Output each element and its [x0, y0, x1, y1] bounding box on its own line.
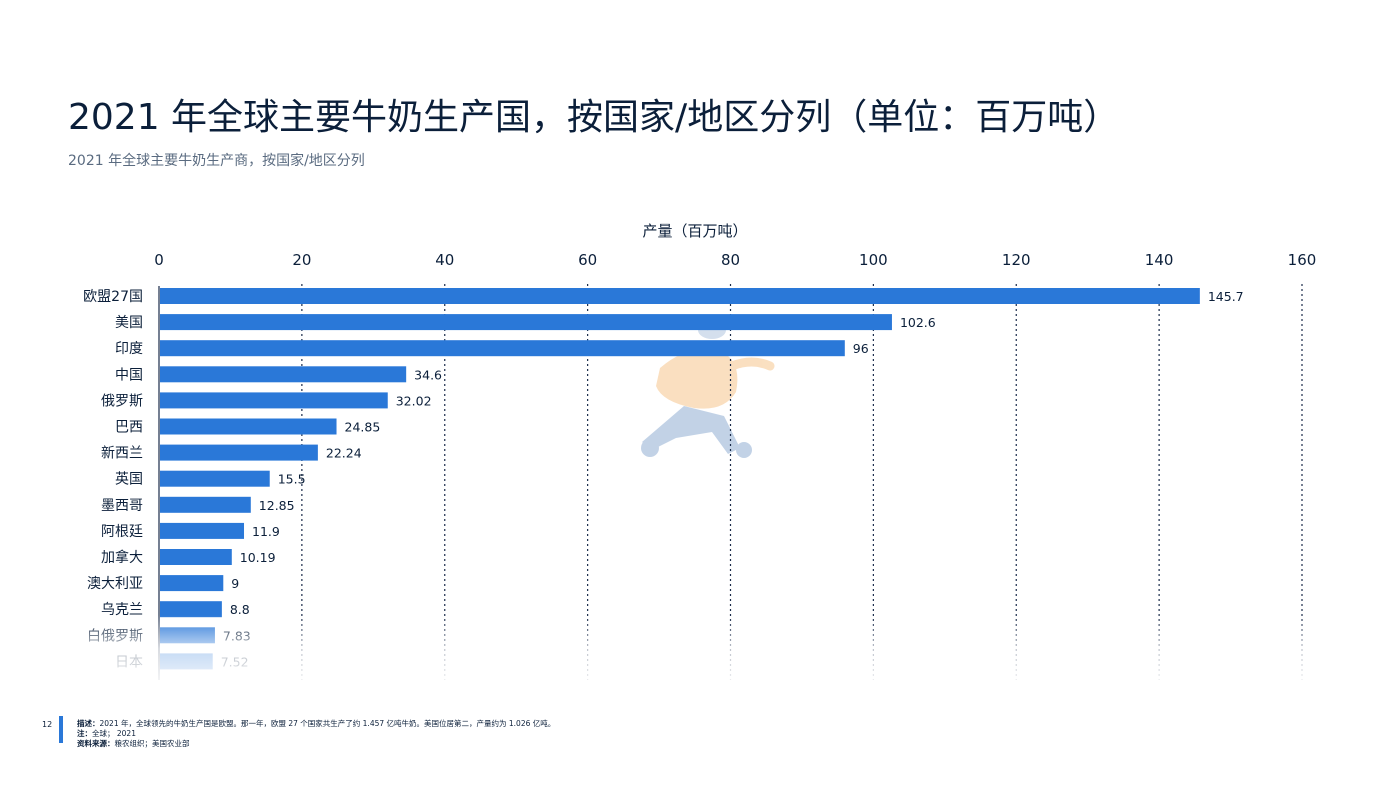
x-tick-label: 40: [435, 251, 454, 269]
footer-source: 资料来源：粮农组织；美国农业部: [77, 739, 555, 749]
bar: [160, 627, 215, 644]
category-label: 美国: [115, 315, 143, 331]
bar: [160, 496, 251, 513]
x-tick-label: 0: [154, 251, 164, 269]
bar-chart-svg: 0 20 40 60 80 100 120 140 160 欧盟27国美国印度中国俄罗斯巴西新西…: [83, 222, 1316, 680]
value-label: 22.24: [326, 446, 362, 461]
category-label: 澳大利亚: [87, 576, 143, 592]
bar: [160, 575, 224, 592]
category-label: 白俄罗斯: [87, 628, 143, 644]
bar: [160, 601, 222, 618]
category-label: 巴西: [115, 420, 143, 436]
value-label: 11.9: [252, 524, 280, 539]
value-label: 102.6: [900, 315, 936, 330]
description-text: 2021 年，全球领先的牛奶生产国是欧盟。那一年，欧盟 27 个国家共生产了约 …: [99, 719, 556, 728]
bar-chart: 0 20 40 60 80 100 120 140 160 欧盟27国美国印度中国俄罗斯巴西新西…: [0, 210, 1400, 690]
page-title: 2021 年全球主要牛奶生产国，按国家/地区分列（单位：百万吨）: [68, 97, 1120, 138]
x-tick-label: 100: [859, 251, 888, 269]
category-label: 英国: [115, 471, 143, 488]
bar: [160, 549, 232, 565]
description-label: 描述：: [77, 719, 100, 728]
value-label: 34.6: [414, 367, 442, 382]
value-labels: 145.7 102.6 96 34.6 32.02 24.85 22.24 15.5 12.85…: [221, 289, 1244, 669]
bar: [160, 366, 407, 383]
bar: [160, 340, 845, 357]
value-label: 8.8: [230, 602, 250, 617]
page-subtitle: 2021 年全球主要牛奶生产商，按国家/地区分列: [68, 153, 365, 169]
bar: [160, 418, 337, 435]
note-text: 全球； 2021: [92, 729, 136, 738]
page-number: 12: [42, 720, 53, 729]
value-label: 15.5: [278, 472, 306, 487]
x-tick-label: 20: [292, 251, 311, 269]
category-labels: 欧盟27国美国印度中国俄罗斯巴西新西兰英国墨西哥阿根廷加拿大澳大利亚乌克兰白俄罗…: [83, 289, 143, 670]
x-tick-label: 60: [578, 251, 597, 269]
source-text: 粮农组织；美国农业部: [114, 739, 190, 748]
note-label: 注：: [77, 729, 92, 738]
category-label: 欧盟27国: [83, 289, 143, 305]
value-label: 12.85: [259, 498, 295, 513]
x-tick-label: 120: [1002, 251, 1031, 269]
category-label: 俄罗斯: [101, 393, 143, 409]
bars: [160, 288, 1200, 670]
x-tick-labels: 0 20 40 60 80 100 120 140 160: [154, 251, 1316, 269]
value-label: 9: [231, 576, 239, 591]
category-label: 乌克兰: [101, 602, 143, 618]
value-label: 7.52: [221, 654, 249, 669]
category-label: 中国: [115, 367, 143, 383]
bar: [160, 522, 245, 539]
footer-accent-bar: [59, 716, 63, 743]
bar: [160, 314, 892, 331]
value-label: 24.85: [345, 420, 381, 435]
category-label: 新西兰: [101, 446, 143, 462]
source-label: 资料来源：: [77, 739, 115, 748]
value-label: 96: [853, 341, 869, 356]
value-label: 10.19: [240, 550, 276, 565]
category-label: 印度: [115, 341, 143, 357]
category-label: 日本: [115, 654, 143, 670]
category-label: 加拿大: [101, 549, 143, 566]
category-label: 墨西哥: [101, 498, 143, 514]
value-label: 7.83: [223, 628, 251, 643]
footer-note: 注：全球； 2021: [77, 729, 555, 739]
category-label: 阿根廷: [101, 524, 143, 540]
value-label: 32.02: [396, 393, 432, 408]
footer-notes: 描述：2021 年，全球领先的牛奶生产国是欧盟。那一年，欧盟 27 个国家共生产…: [77, 719, 555, 749]
mascot-watermark: [641, 321, 775, 458]
x-tick-label: 80: [721, 251, 740, 269]
bar: [160, 653, 213, 670]
bar: [160, 392, 388, 409]
bar: [160, 470, 270, 487]
x-tick-label: 140: [1145, 251, 1174, 269]
bar: [160, 444, 318, 461]
x-tick-label: 160: [1288, 251, 1317, 269]
footer-description: 描述：2021 年，全球领先的牛奶生产国是欧盟。那一年，欧盟 27 个国家共生产…: [77, 719, 555, 729]
x-axis-title: 产量（百万吨）: [642, 222, 747, 240]
bar: [160, 288, 1200, 304]
value-label: 145.7: [1208, 289, 1244, 304]
